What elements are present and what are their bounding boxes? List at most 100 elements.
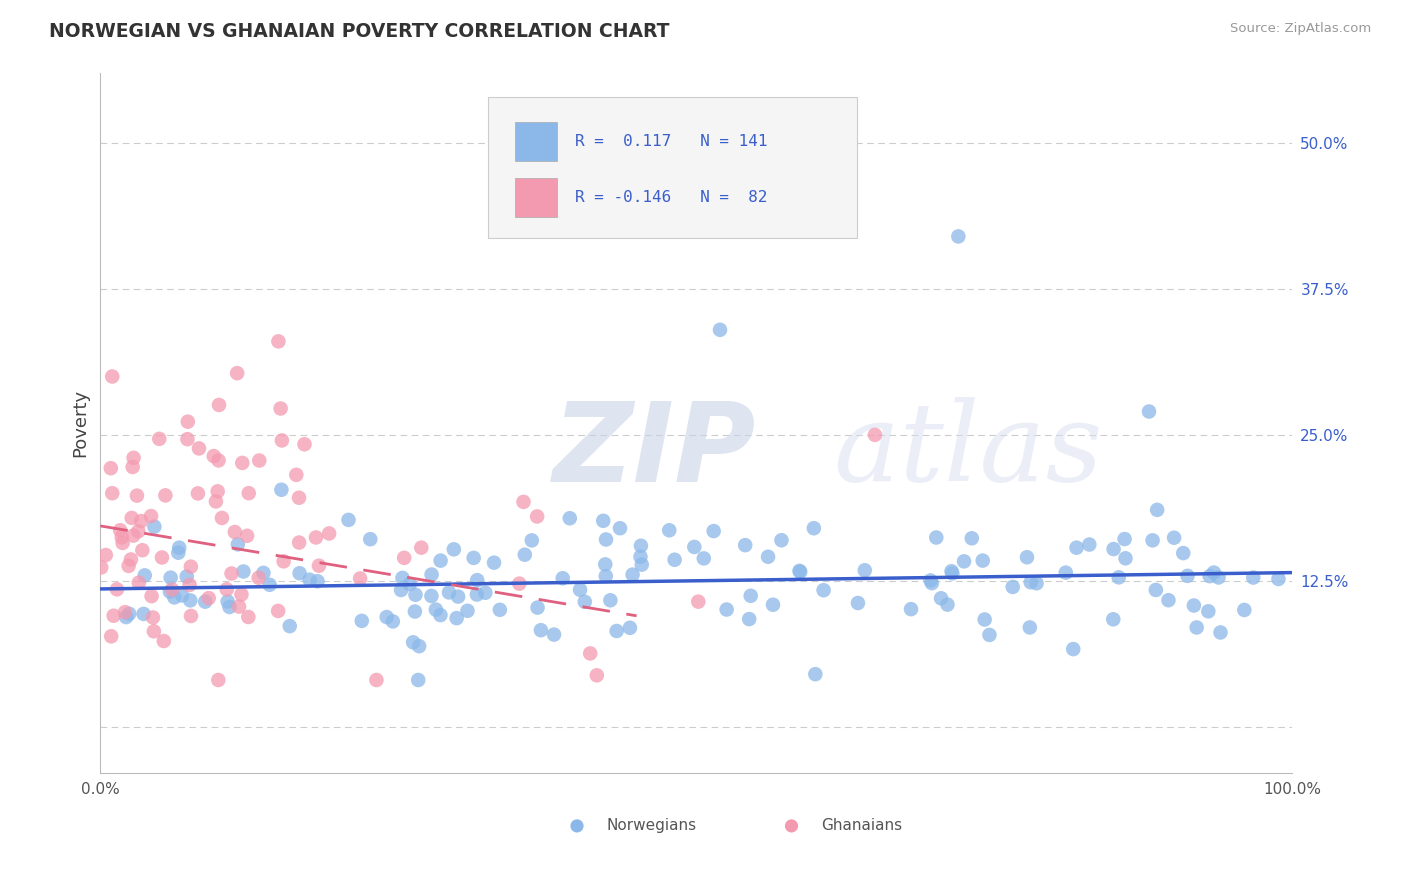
Point xyxy=(307,574,329,589)
Point xyxy=(925,531,948,545)
Point xyxy=(630,539,652,553)
Point xyxy=(734,538,756,552)
Point xyxy=(179,593,201,607)
Point xyxy=(948,229,970,244)
Point xyxy=(405,588,427,602)
Point xyxy=(804,667,827,681)
Point xyxy=(1062,642,1084,657)
Point xyxy=(512,495,534,509)
Point xyxy=(208,398,231,412)
Point xyxy=(482,556,505,570)
Point xyxy=(595,533,617,547)
Point xyxy=(520,533,543,548)
Point xyxy=(960,531,983,545)
Point xyxy=(420,589,443,603)
Point xyxy=(285,467,308,482)
Point xyxy=(270,434,292,448)
Point xyxy=(187,486,209,500)
Point xyxy=(1108,570,1130,584)
Point xyxy=(202,449,225,463)
Point xyxy=(979,628,1001,642)
Point xyxy=(176,432,198,446)
Point xyxy=(105,582,128,597)
Point xyxy=(94,548,117,562)
Point xyxy=(108,523,131,537)
Point xyxy=(789,565,811,579)
Point xyxy=(318,526,340,541)
Point xyxy=(813,583,835,598)
Point xyxy=(207,453,229,467)
Point xyxy=(288,491,311,505)
Point xyxy=(197,591,219,606)
Point xyxy=(658,523,681,537)
Point xyxy=(122,450,145,465)
Point xyxy=(599,593,621,607)
Point xyxy=(1102,542,1125,557)
Text: ZIP: ZIP xyxy=(553,398,756,505)
Point xyxy=(163,591,186,605)
Point xyxy=(308,558,330,573)
Point xyxy=(780,807,803,822)
Point xyxy=(131,543,153,558)
Point xyxy=(211,511,233,525)
Point xyxy=(121,459,143,474)
Point xyxy=(224,524,246,539)
Point xyxy=(129,514,152,528)
Point xyxy=(111,536,134,550)
Point xyxy=(100,629,122,643)
Point xyxy=(1209,625,1232,640)
Point xyxy=(142,624,165,639)
Point xyxy=(463,550,485,565)
Point xyxy=(609,521,631,535)
Point xyxy=(585,668,607,682)
Point xyxy=(101,369,124,384)
Point xyxy=(389,582,412,597)
Point xyxy=(238,610,260,624)
Point xyxy=(205,494,228,508)
Point xyxy=(1267,572,1289,586)
Point xyxy=(716,602,738,616)
Point xyxy=(703,524,725,538)
Point xyxy=(142,610,165,624)
Point xyxy=(392,550,415,565)
Point xyxy=(1114,532,1136,546)
Point xyxy=(150,550,173,565)
Point xyxy=(1019,575,1042,590)
Point xyxy=(1157,593,1180,607)
Point xyxy=(972,553,994,567)
Point xyxy=(232,565,254,579)
Point xyxy=(1177,569,1199,583)
Point xyxy=(236,529,259,543)
Point xyxy=(551,571,574,585)
Point xyxy=(688,594,710,608)
Point xyxy=(1102,612,1125,626)
Point xyxy=(936,598,959,612)
Point xyxy=(278,619,301,633)
Point xyxy=(973,612,995,626)
Point xyxy=(921,576,943,591)
Point xyxy=(359,532,381,546)
Point xyxy=(226,366,249,380)
Point xyxy=(447,590,470,604)
Point xyxy=(252,566,274,580)
Point xyxy=(543,627,565,641)
Point xyxy=(170,589,193,603)
Point xyxy=(630,549,652,564)
Point xyxy=(1001,580,1024,594)
Point xyxy=(846,596,869,610)
Point xyxy=(443,542,465,557)
Point xyxy=(337,513,360,527)
Point xyxy=(574,595,596,609)
Point xyxy=(425,602,447,616)
Point xyxy=(167,541,190,555)
Point xyxy=(375,610,398,624)
Point xyxy=(1137,404,1160,418)
Point xyxy=(215,582,238,597)
Point xyxy=(159,584,181,599)
Point xyxy=(1018,620,1040,634)
Point xyxy=(1066,541,1088,555)
Point xyxy=(762,598,785,612)
Point xyxy=(1078,537,1101,551)
Point xyxy=(270,483,292,497)
Text: Norwegians: Norwegians xyxy=(607,819,697,833)
